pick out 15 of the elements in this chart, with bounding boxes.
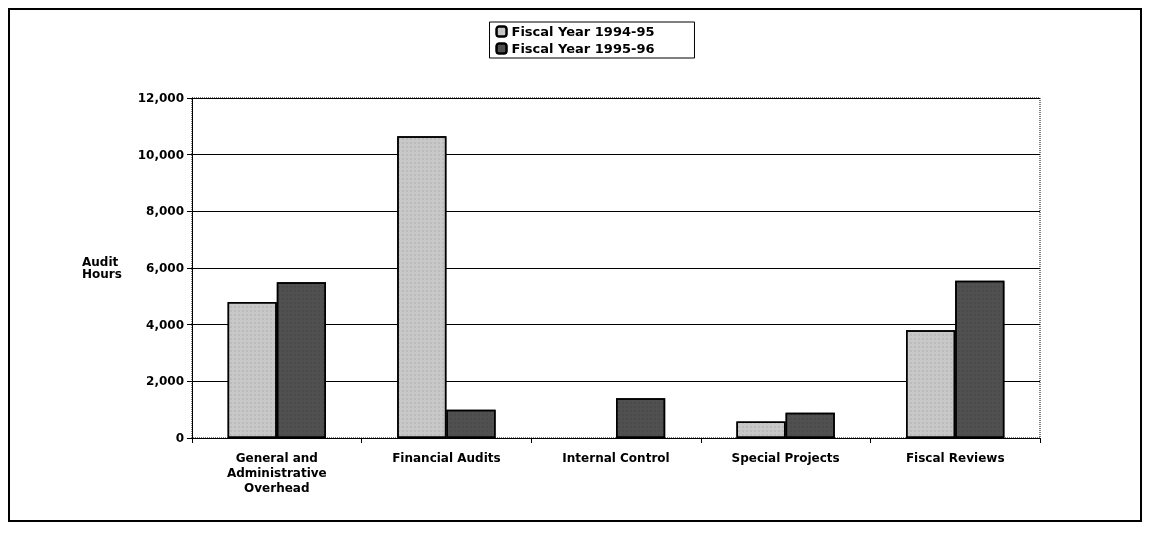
x-tick-label: Special Projects	[731, 450, 840, 465]
legend-label: Fiscal Year 1994-95	[511, 24, 655, 39]
x-tick-label: Internal Control	[562, 450, 670, 465]
x-tick-label: General and Administrative Overhead	[226, 450, 327, 495]
y-axis-title: Audit Hours	[82, 255, 122, 281]
y-tick-label: 4,000	[146, 317, 184, 332]
x-tick-label: Financial Audits	[392, 450, 501, 465]
y-tick-label: 0	[175, 431, 184, 445]
y-tick-label: 10,000	[137, 147, 184, 162]
y-tick-label: 2,000	[146, 374, 184, 389]
y-tick-label: 12,000	[137, 91, 184, 105]
legend-label: Fiscal Year 1995-96	[511, 41, 655, 56]
x-tick-label: Fiscal Reviews	[905, 450, 1005, 465]
y-tick-label: 6,000	[146, 261, 184, 275]
y-tick-label: 8,000	[146, 204, 184, 219]
